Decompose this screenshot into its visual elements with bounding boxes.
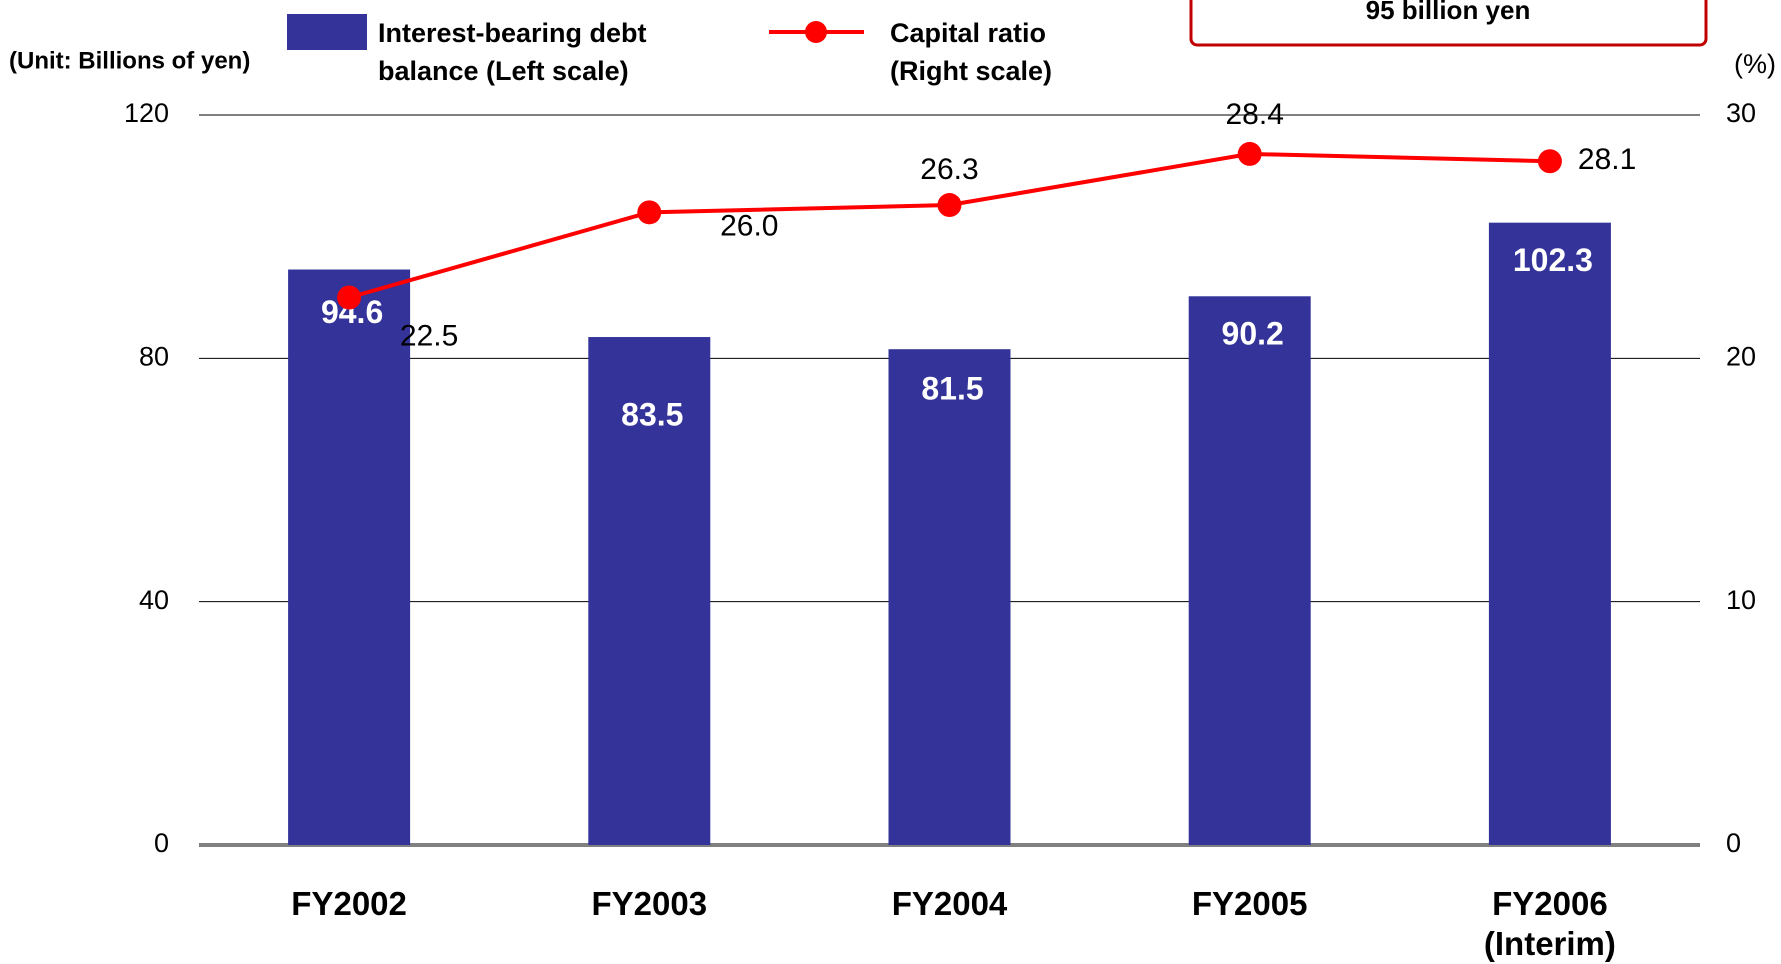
legend-swatch — [287, 14, 367, 50]
legend-label: Interest-bearing debt balance (Left scal… — [378, 18, 647, 86]
y-tick-label: 40 — [139, 585, 169, 615]
bar — [1488, 222, 1611, 846]
line-marker — [637, 200, 662, 225]
line-marker — [1537, 149, 1562, 174]
bar-label: 90.2 — [1222, 316, 1284, 352]
legend-label: Capital ratio (Right scale) — [890, 18, 1053, 86]
annotation-box — [1189, 0, 1708, 47]
y2-tick-label: 30 — [1726, 98, 1756, 128]
x-tick-label: FY2005 — [1191, 885, 1308, 922]
x-tick-label: FY2006 (Interim) — [1483, 885, 1616, 962]
bar — [1188, 296, 1311, 845]
y2-tick-label: 0 — [1726, 828, 1741, 858]
line-marker — [1237, 141, 1262, 166]
x-tick-label: FY2004 — [891, 885, 1008, 922]
line-label: 22.5 — [400, 319, 458, 352]
y-axis-label: (Unit: Billions of yen) — [9, 47, 250, 74]
annotation: 95 billion yen — [1366, 0, 1531, 25]
bar-label: 81.5 — [921, 371, 983, 407]
x-tick-label: FY2003 — [591, 885, 708, 922]
line-marker — [937, 193, 962, 218]
line-marker — [337, 285, 362, 310]
bar-label: 102.3 — [1513, 242, 1593, 278]
line-label: 26.0 — [720, 209, 778, 242]
bar-label: 83.5 — [621, 396, 683, 432]
y2-tick-label: 10 — [1726, 585, 1756, 615]
y-tick-label: 0 — [154, 828, 169, 858]
y2-axis-label: (%) — [1734, 49, 1776, 79]
y2-tick-label: 20 — [1726, 341, 1756, 371]
line-label: 26.3 — [920, 153, 978, 186]
bar — [588, 337, 711, 845]
bar — [288, 269, 411, 845]
x-tick-label: FY2002 — [291, 885, 407, 922]
y-tick-label: 120 — [124, 98, 169, 128]
legend-marker — [805, 21, 827, 43]
line-label: 28.4 — [1226, 98, 1284, 131]
line-label: 28.1 — [1578, 143, 1636, 176]
bar — [888, 349, 1011, 845]
y-tick-label: 80 — [139, 341, 169, 371]
